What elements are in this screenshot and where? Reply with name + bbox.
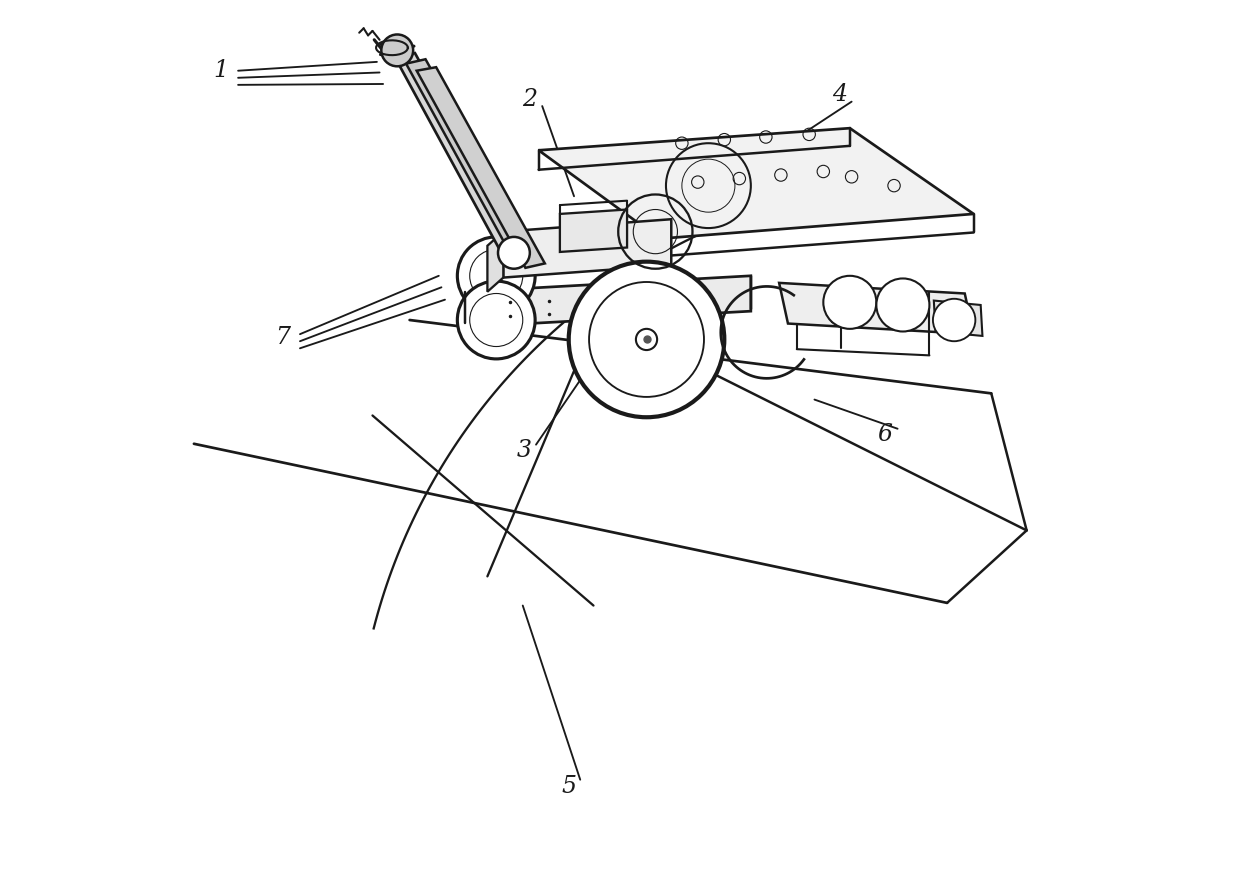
Circle shape — [458, 281, 536, 359]
Text: 1: 1 — [213, 59, 228, 82]
Circle shape — [823, 276, 877, 329]
Polygon shape — [417, 67, 544, 268]
Polygon shape — [465, 276, 751, 327]
Circle shape — [470, 293, 523, 347]
Circle shape — [932, 299, 976, 341]
Circle shape — [382, 34, 413, 66]
Circle shape — [589, 282, 704, 397]
Circle shape — [569, 262, 724, 417]
Circle shape — [498, 237, 529, 269]
Polygon shape — [487, 232, 503, 292]
Polygon shape — [379, 42, 415, 58]
Circle shape — [458, 237, 536, 315]
Text: 3: 3 — [517, 439, 532, 462]
Text: 6: 6 — [878, 423, 893, 446]
Polygon shape — [934, 301, 982, 336]
Polygon shape — [394, 53, 525, 256]
Polygon shape — [560, 210, 627, 252]
Polygon shape — [405, 59, 536, 262]
Text: 2: 2 — [522, 88, 537, 110]
Polygon shape — [779, 283, 973, 334]
Polygon shape — [503, 219, 671, 278]
Circle shape — [877, 278, 930, 332]
Polygon shape — [538, 128, 973, 239]
Circle shape — [636, 329, 657, 350]
Text: 7: 7 — [275, 326, 290, 349]
Text: 5: 5 — [562, 775, 577, 798]
Text: 4: 4 — [832, 83, 847, 106]
Circle shape — [470, 249, 523, 302]
